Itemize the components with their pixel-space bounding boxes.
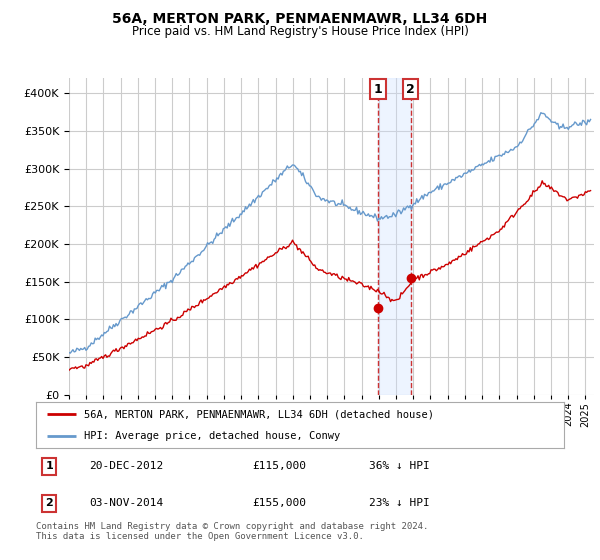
Text: 56A, MERTON PARK, PENMAENMAWR, LL34 6DH: 56A, MERTON PARK, PENMAENMAWR, LL34 6DH: [112, 12, 488, 26]
Text: £115,000: £115,000: [253, 461, 307, 472]
Text: 56A, MERTON PARK, PENMAENMAWR, LL34 6DH (detached house): 56A, MERTON PARK, PENMAENMAWR, LL34 6DH …: [83, 409, 434, 419]
Text: HPI: Average price, detached house, Conwy: HPI: Average price, detached house, Conw…: [83, 431, 340, 441]
Text: 20-DEC-2012: 20-DEC-2012: [89, 461, 163, 472]
Text: 36% ↓ HPI: 36% ↓ HPI: [368, 461, 430, 472]
Text: Price paid vs. HM Land Registry's House Price Index (HPI): Price paid vs. HM Land Registry's House …: [131, 25, 469, 38]
Bar: [379, 78, 410, 395]
Text: Contains HM Land Registry data © Crown copyright and database right 2024.
This d: Contains HM Land Registry data © Crown c…: [36, 522, 428, 542]
Text: 23% ↓ HPI: 23% ↓ HPI: [368, 498, 430, 508]
Text: £155,000: £155,000: [253, 498, 307, 508]
Text: 03-NOV-2014: 03-NOV-2014: [89, 498, 163, 508]
Text: 1: 1: [46, 461, 53, 472]
Text: 1: 1: [374, 83, 383, 96]
Text: 2: 2: [46, 498, 53, 508]
Text: 2: 2: [406, 83, 415, 96]
